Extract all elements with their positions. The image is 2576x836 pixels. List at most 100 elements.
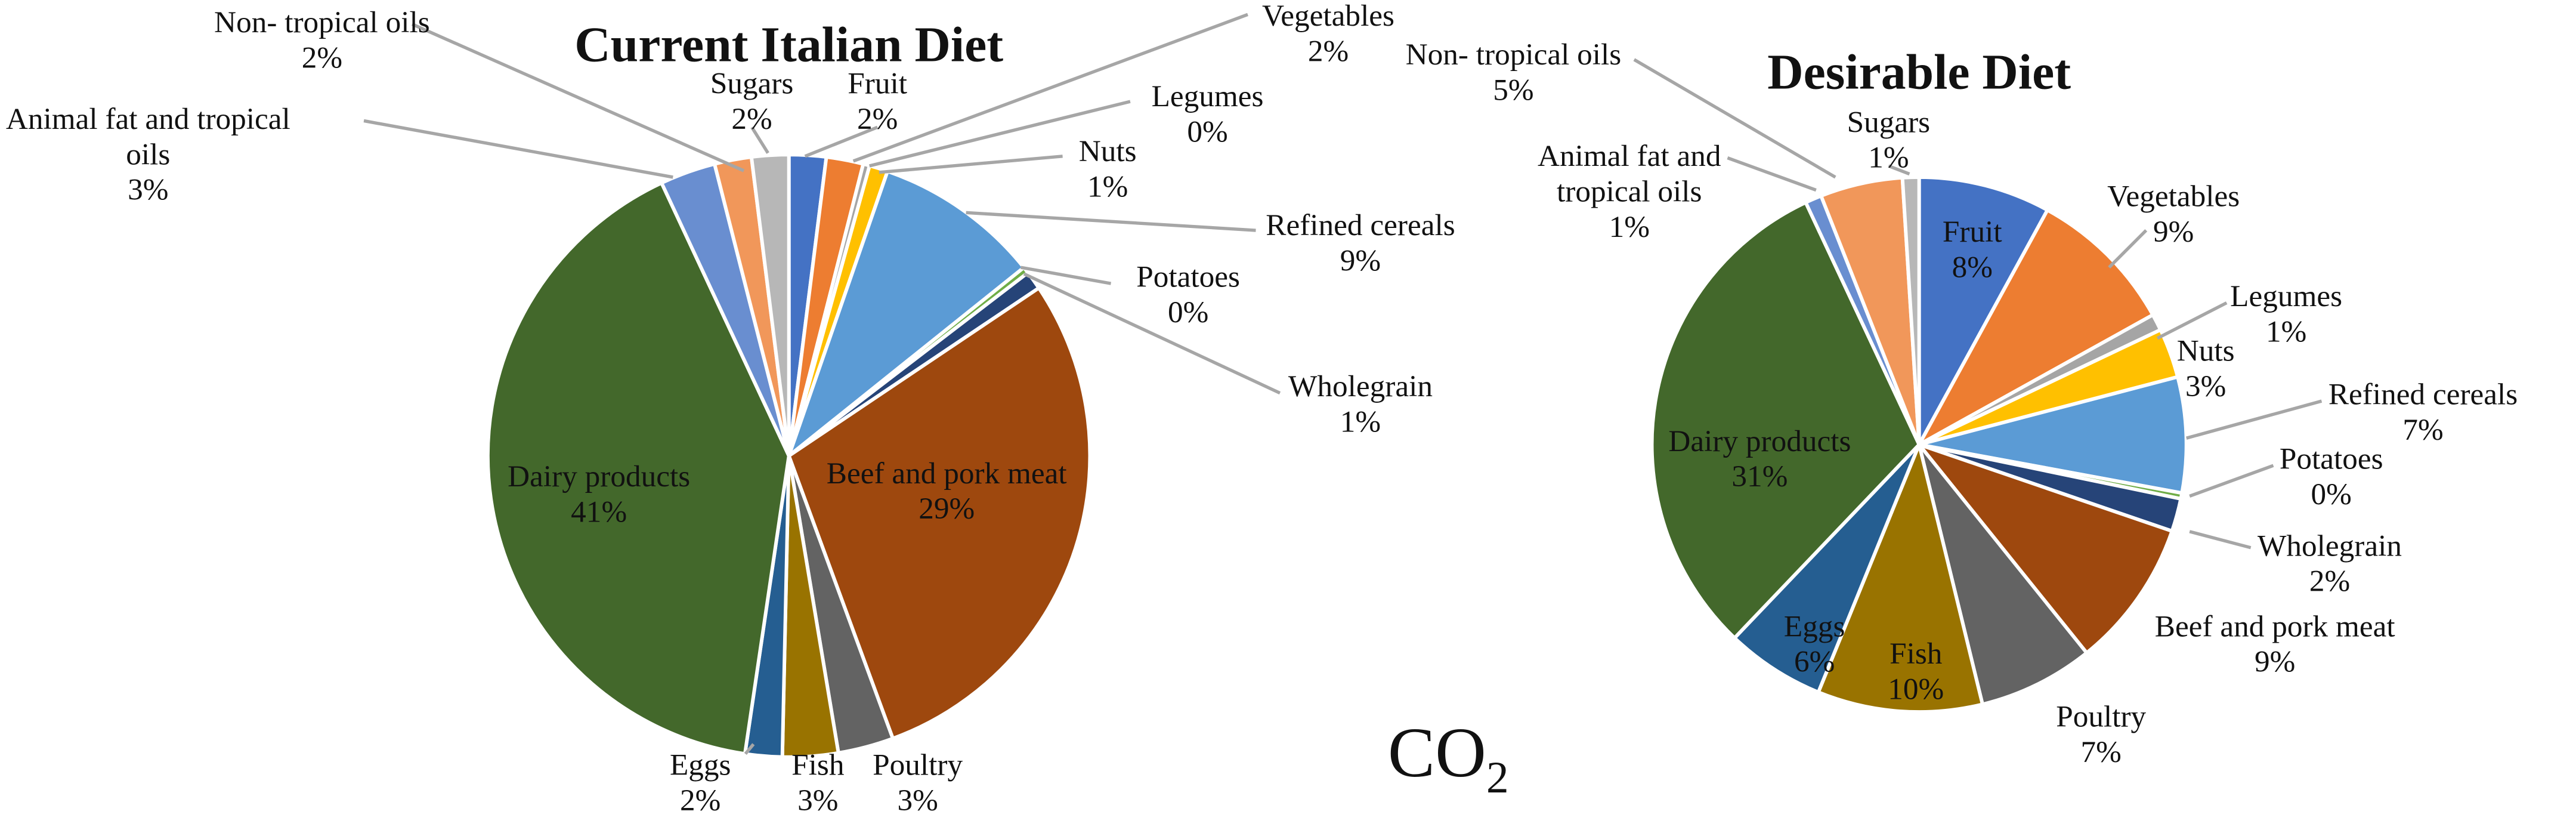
- data-label-beef-and-pork-meat: Beef and pork meat: [2155, 609, 2395, 643]
- data-label-legumes: Legumes: [2230, 279, 2342, 313]
- data-label-refined-cereals: Refined cereals: [2328, 378, 2518, 412]
- data-label-dairy-products: Dairy products: [508, 459, 690, 493]
- leader-line-fruit: [804, 125, 879, 158]
- pie-slice-sugars: [1900, 175, 1921, 445]
- data-value-dairy-products: 41%: [571, 495, 627, 529]
- data-label-fish: Fish: [791, 748, 844, 782]
- data-value-potatoes: 0%: [1168, 295, 1208, 329]
- leader-line-wholegrain: [1023, 272, 1281, 395]
- data-label-fruit: Fruit: [848, 67, 907, 101]
- leader-line-potatoes: [1020, 266, 1112, 285]
- data-value-non-tropical-oils: 5%: [1493, 73, 1533, 107]
- data-value-poultry: 3%: [897, 783, 938, 818]
- data-value-vegetables: 9%: [2153, 215, 2194, 249]
- data-value-non-tropical-oils: 2%: [302, 41, 342, 75]
- data-label-vegetables: Vegetables: [1262, 0, 1394, 33]
- data-label-eggs: Eggs: [670, 748, 731, 782]
- data-label-potatoes: Potatoes: [2280, 442, 2383, 476]
- data-value-eggs: 6%: [1794, 645, 1835, 679]
- pie-slice-fish: [1816, 439, 1985, 714]
- co2-main: CO: [1388, 713, 1486, 792]
- leader-line-vegetables: [2108, 229, 2148, 269]
- pie-slice-vegetables: [1915, 207, 2156, 449]
- leader-line-animal-fat-and-tropical-oils: [1727, 156, 1817, 192]
- data-label-eggs: Eggs: [1784, 609, 1845, 643]
- data-label-refined-cereals: Refined cereals: [1266, 208, 1455, 242]
- data-label-animal-fat-and-tropical-oils: Animal fat and tropical: [6, 102, 290, 136]
- data-label-nuts: Nuts: [2177, 334, 2235, 368]
- data-value-beef-and-pork-meat: 9%: [2255, 645, 2295, 679]
- data-value-eggs: 2%: [680, 783, 720, 818]
- data-value-nuts: 3%: [2185, 369, 2226, 403]
- data-value-nuts: 1%: [1087, 169, 1128, 203]
- data-label-fish: Fish: [1890, 637, 1942, 671]
- data-value-animal-fat-and-tropical-oils: 3%: [128, 173, 168, 207]
- data-value-animal-fat-and-tropical-oils: 1%: [1609, 210, 1650, 244]
- data-value-potatoes: 0%: [2311, 477, 2352, 511]
- data-value-sugars: 1%: [1868, 141, 1909, 175]
- leader-line-non-tropical-oils: [411, 23, 745, 172]
- data-value-wholegrain: 1%: [1340, 405, 1381, 439]
- data-value-beef-and-pork-meat: 29%: [919, 492, 975, 526]
- data-value-legumes: 0%: [1187, 115, 1227, 149]
- pie-slice-refined-cereals: [1918, 374, 2188, 495]
- pie-slice-dairy-products: [486, 180, 791, 756]
- data-label-sugars: Sugars: [1847, 105, 1931, 139]
- data-label-beef-and-pork-meat: Beef and pork meat: [827, 456, 1067, 491]
- data-label-legumes: Legumes: [1152, 79, 1264, 113]
- data-label-non-tropical-oils: Non- tropical oils: [1406, 38, 1622, 72]
- leader-line-eggs: [744, 743, 755, 755]
- leader-line-non-tropical-oils: [1633, 58, 1836, 179]
- pie-slice-sugars: [749, 153, 791, 456]
- pie-slice-eggs: [1732, 443, 1921, 695]
- data-value-fish: 3%: [797, 783, 838, 818]
- data-value-dairy-products: 31%: [1731, 459, 1788, 493]
- leader-line-sugars: [750, 126, 769, 154]
- data-label-animal-fat-and-tropical-oils: Animal fat and: [1538, 139, 1721, 173]
- leader-line-legumes: [2156, 301, 2228, 340]
- data-value-legumes: 1%: [2266, 314, 2306, 348]
- co2-subscript: 2: [1486, 753, 1509, 803]
- data-label-animal-fat-and-tropical-oils: tropical oils: [1557, 174, 1702, 208]
- data-label-potatoes: Potatoes: [1136, 260, 1240, 294]
- leader-line-refined-cereals: [2186, 399, 2323, 440]
- data-label-wholegrain: Wholegrain: [1288, 369, 1433, 403]
- data-value-fruit: 2%: [857, 102, 898, 136]
- leader-line-refined-cereals: [966, 211, 1256, 232]
- pie-slice-fruit: [1917, 175, 2050, 446]
- data-label-dairy-products: Dairy products: [1668, 424, 1851, 458]
- leader-line-wholegrain: [2189, 530, 2252, 550]
- leader-line-vegetables: [852, 13, 1248, 163]
- data-label-non-tropical-oils: Non- tropical oils: [214, 5, 430, 39]
- leader-line-sugars: [1888, 164, 1910, 176]
- data-label-poultry: Poultry: [2056, 699, 2146, 733]
- data-value-wholegrain: 2%: [2309, 564, 2350, 599]
- leader-line-legumes: [869, 100, 1131, 168]
- leader-line-animal-fat-and-tropical-oils: [363, 119, 673, 179]
- pie-slice-beef-and-pork-meat: [1913, 440, 2175, 656]
- pie-slice-beef-and-pork-meat: [787, 285, 1092, 741]
- data-value-fruit: 8%: [1952, 250, 1993, 284]
- pie-slice-dairy-products: [1650, 200, 1922, 641]
- data-label-vegetables: Vegetables: [2107, 180, 2240, 214]
- data-label-poultry: Poultry: [873, 748, 963, 782]
- chart-title-desirable: Desirable Diet: [1767, 44, 2071, 100]
- data-value-sugars: 2%: [731, 102, 772, 136]
- data-value-vegetables: 2%: [1308, 35, 1349, 69]
- leader-line-nuts: [879, 155, 1063, 174]
- data-value-refined-cereals: 7%: [2402, 413, 2443, 447]
- data-label-sugars: Sugars: [710, 67, 794, 101]
- data-value-refined-cereals: 9%: [1340, 244, 1381, 278]
- pie-slice-poultry: [1917, 443, 2089, 707]
- data-value-poultry: 7%: [2081, 735, 2122, 769]
- co2-annotation: CO2: [1388, 713, 1509, 803]
- data-label-wholegrain: Wholegrain: [2258, 529, 2402, 563]
- leader-line-potatoes: [2189, 464, 2274, 498]
- chart-title-current: Current Italian Diet: [574, 17, 1003, 73]
- data-label-nuts: Nuts: [1079, 134, 1137, 168]
- pie-current-diet: Fruit2%Vegetables2%Legumes0%Nuts1%Refine…: [6, 0, 1455, 818]
- data-label-animal-fat-and-tropical-oils: oils: [126, 137, 170, 171]
- pie-slice-refined-cereals: [785, 169, 1026, 461]
